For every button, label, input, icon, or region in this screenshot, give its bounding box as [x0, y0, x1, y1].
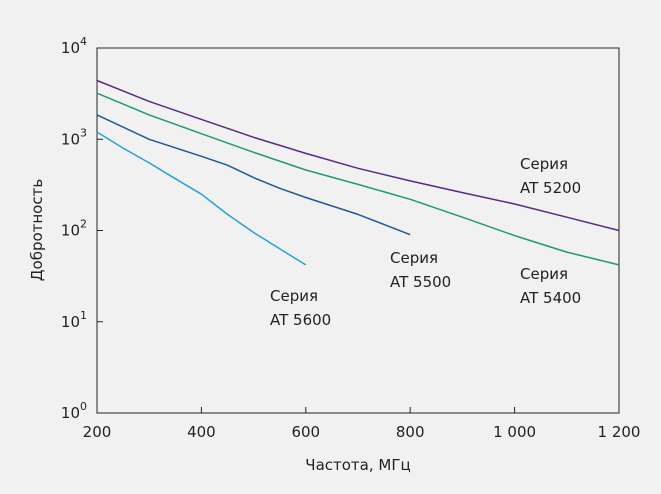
y-tick-base: 10	[61, 313, 80, 331]
series-line-at5500	[96, 114, 411, 236]
series-label-line2-at5500: AT 5500	[390, 273, 451, 291]
x-tick-label: 600	[291, 423, 320, 441]
series-labels: Серия AT 5200 Серия AT 5400 Серия AT 550…	[270, 155, 581, 329]
y-tick-exponent: 2	[80, 218, 87, 231]
y-axis-label: Добротность	[28, 179, 46, 281]
series-lines	[96, 79, 620, 266]
y-tick-label: 102	[61, 218, 87, 240]
x-tick-label: 200	[83, 423, 112, 441]
series-label-line1-at5600: Серия	[270, 287, 318, 305]
series-label-line2-at5200: AT 5200	[520, 179, 581, 197]
series-label-line1-at5200: Серия	[520, 155, 568, 173]
y-tick-label: 104	[61, 35, 87, 57]
series-label-line2-at5600: AT 5600	[270, 311, 331, 329]
y-tick-label: 100	[61, 400, 87, 422]
x-axis-label: Частота, МГц	[305, 456, 410, 474]
y-tick-exponent: 0	[80, 400, 87, 413]
y-tick-base: 10	[61, 39, 80, 57]
series-label-line2-at5400: AT 5400	[520, 289, 581, 307]
y-tick-exponent: 1	[80, 309, 87, 322]
series-label-line1-at5400: Серия	[520, 265, 568, 283]
series-label-line1-at5500: Серия	[390, 249, 438, 267]
y-tick-base: 10	[61, 222, 80, 240]
x-tick-label: 400	[187, 423, 216, 441]
x-tick-label: 800	[396, 423, 425, 441]
series-line-at5200	[96, 79, 620, 232]
y-tick-label: 103	[61, 126, 87, 148]
x-tick-label: 1 200	[598, 423, 641, 441]
x-tick-label: 1 000	[493, 423, 536, 441]
x-axis: 200 400 600 800 1 000 1 200	[83, 407, 641, 441]
y-tick-base: 10	[61, 130, 80, 148]
series-line-at5600	[96, 131, 307, 266]
y-tick-base: 10	[61, 404, 80, 422]
series-line-at5400	[96, 92, 620, 266]
y-tick-exponent: 3	[80, 126, 87, 139]
y-tick-label: 101	[61, 309, 87, 331]
plot-frame	[96, 47, 620, 414]
y-tick-exponent: 4	[80, 35, 87, 48]
